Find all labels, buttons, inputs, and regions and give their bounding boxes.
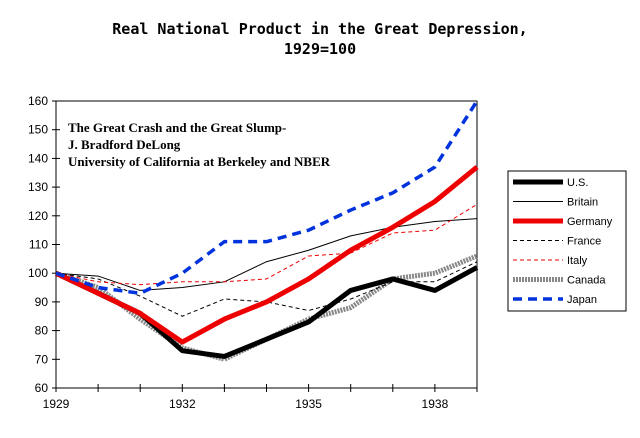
legend-label: Japan: [567, 294, 597, 306]
legend-label: Britain: [567, 197, 598, 209]
y-tick-label: 70: [35, 352, 49, 366]
y-tick-label: 150: [28, 123, 48, 137]
y-tick-label: 110: [29, 238, 48, 252]
annotation-line: J. Bradford DeLong: [68, 137, 181, 152]
x-tick-label: 1932: [169, 397, 196, 411]
y-tick-label: 80: [35, 324, 49, 338]
annotation-line: University of California at Berkeley and…: [68, 154, 331, 169]
legend-label: Germany: [567, 216, 613, 228]
legend-label: Canada: [567, 275, 606, 287]
series-line-britain: [55, 218, 478, 291]
x-tick-label: 1929: [43, 397, 70, 411]
series-line-japan: [55, 100, 479, 296]
y-tick-label: 120: [28, 209, 48, 223]
legend-label: France: [567, 236, 601, 248]
y-tick-label: 160: [28, 94, 48, 108]
chart-subtitle: 1929=100: [283, 40, 357, 58]
chart-title: Real National Product in the Great Depre…: [112, 20, 528, 38]
x-tick-label: 1935: [295, 397, 322, 411]
y-tick-label: 90: [35, 295, 49, 309]
annotation-line: The Great Crash and the Great Slump-: [68, 120, 286, 135]
y-tick-label: 130: [28, 180, 48, 194]
legend-label: U.S.: [567, 177, 588, 189]
series-line-us: [54, 265, 479, 359]
y-tick-label: 60: [35, 381, 49, 395]
series-line-france: [55, 261, 478, 317]
y-tick-label: 140: [28, 151, 48, 165]
x-tick-label: 1938: [422, 397, 449, 411]
legend: U.S. Britain Germany France Italy Canada Japan: [507, 170, 627, 312]
legend-label: Italy: [567, 255, 588, 267]
y-tick-label: 100: [28, 266, 48, 280]
series-line-germany: [54, 165, 479, 345]
series-line-italy: [55, 203, 478, 286]
series-line-canada: [55, 253, 478, 362]
